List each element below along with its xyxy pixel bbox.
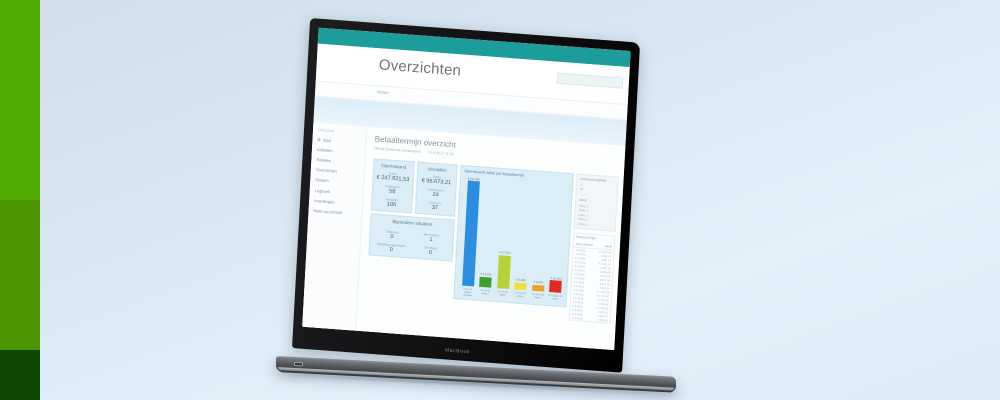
sidebar-item-label: Start bbox=[322, 137, 332, 143]
kpi-row: Openstaand Saldo € 247.821,53 Debiteuren… bbox=[370, 157, 458, 217]
sidebar-item-label: Naar uw portaal bbox=[313, 207, 343, 216]
chart-bar-group[interactable]: € 16.283 bbox=[548, 182, 569, 293]
chart-x-tick-label: 151 dagen en ouder bbox=[547, 293, 563, 301]
column-header-date: Factuurdatum bbox=[575, 241, 594, 248]
kpi-value: € 247.821,53 bbox=[376, 174, 410, 184]
home-icon bbox=[317, 137, 321, 141]
chart-bar[interactable] bbox=[496, 255, 511, 289]
right-rail: Achterstandsfilter 1 All Meer Optie 1 Op… bbox=[568, 173, 619, 324]
chart-x-tick-label: 91 t/m 120 dagen bbox=[514, 290, 526, 298]
kpi-column: Openstaand Saldo € 247.821,53 Debiteuren… bbox=[368, 157, 458, 262]
usb-port-icon bbox=[294, 361, 303, 367]
kpi-value: € 95.673,21 bbox=[421, 177, 452, 187]
bar-chart-panel[interactable]: Openstaand saldo per betaaltermijn € 152… bbox=[453, 164, 574, 307]
cell-amount: € 553,19 bbox=[597, 318, 608, 322]
sidebar-item-label: Zoeken bbox=[315, 177, 329, 184]
chart-x-tick-label: 121 t/m 150 dagen bbox=[531, 292, 545, 299]
invoice-table-body: 2-3-2016 € 1.572,40 2-3-2016 € 591,02 2-3-20… bbox=[570, 248, 614, 323]
sidebar-item-label: Logboek bbox=[314, 187, 331, 194]
search-input[interactable] bbox=[556, 72, 624, 89]
special-item: Oninbaar 0 bbox=[411, 241, 451, 257]
sidebar-item-label: Instellingen bbox=[314, 197, 335, 205]
left-accent-bar bbox=[0, 0, 40, 400]
app-body: Overzicht Start Artikelen Relaties Overz… bbox=[302, 122, 626, 351]
special-item: Betalingsregelingen 0 bbox=[372, 239, 412, 255]
chart-bar[interactable] bbox=[479, 276, 492, 288]
kpi-card-title: Openstaand bbox=[380, 162, 407, 170]
chart-bar[interactable] bbox=[461, 180, 480, 286]
kpi-value: 37 bbox=[431, 204, 439, 212]
cell-date: 2-3-2016 bbox=[571, 316, 583, 321]
sidebar-item-label: Artikelen bbox=[316, 146, 333, 153]
laptop-screen: Overzichten Home Overzicht Start Artikel… bbox=[302, 27, 631, 351]
kpi-value: 106 bbox=[386, 201, 397, 209]
special-situations-grid: Disputen 0 Ter incasso 1 Betalingsregeli… bbox=[372, 226, 451, 258]
laptop-lid: Overzichten Home Overzicht Start Artikel… bbox=[292, 18, 641, 373]
chart-plot-area: € 152.960 € 14.331 € 47.513 € 9.860 € 8.643 €… bbox=[460, 176, 569, 293]
kpi-value: 58 bbox=[388, 188, 396, 196]
laptop-device: Overzichten Home Overzicht Start Artikel… bbox=[276, 18, 702, 398]
kpi-card-openstaand[interactable]: Openstaand Saldo € 247.821,53 Debiteuren… bbox=[370, 157, 415, 214]
report-meta-right: 18-8-2017 11:32 bbox=[427, 149, 454, 156]
dashboard-grid: Openstaand Saldo € 247.821,53 Debiteuren… bbox=[366, 157, 619, 324]
sidebar-item-label: Relaties bbox=[316, 157, 332, 164]
main-content: Betaaltermijn overzicht Meest betalende … bbox=[354, 127, 626, 350]
accent-bar-segment-bottom bbox=[0, 350, 40, 400]
kpi-card-bijzondere-situaties[interactable]: Bijzondere situaties Disputen 0 Ter inca… bbox=[368, 213, 455, 262]
sidebar-item-label: Overzichten bbox=[315, 167, 338, 174]
report-meta-left: Meest betalende achterstand bbox=[374, 145, 421, 154]
kpi-card-vervallen[interactable]: Vervallen Saldo € 95.673,21 Debiteuren 2… bbox=[414, 161, 458, 217]
column-header-amount: Saldo bbox=[604, 243, 612, 249]
page-title: Overzichten bbox=[378, 56, 462, 80]
chart-x-tick-label: 31 t/m 60 dagen bbox=[480, 288, 491, 295]
invoice-table[interactable]: Facturen lijst Factuurdatum Saldo 2-3-20… bbox=[568, 232, 616, 324]
chart-bar[interactable] bbox=[531, 284, 545, 292]
kpi-value: 24 bbox=[432, 191, 439, 199]
breadcrumb[interactable]: Home bbox=[377, 89, 389, 96]
chart-bar[interactable] bbox=[549, 280, 563, 293]
chart-x-tick-label: 0 t/m 30 dagen vervallen bbox=[462, 287, 473, 297]
chart-bar[interactable] bbox=[514, 282, 527, 290]
chart-x-tick-label: 61 t/m 90 dagen bbox=[497, 289, 508, 297]
kpi-card-title: Vervallen bbox=[427, 165, 447, 173]
accent-bar-segment-top bbox=[0, 0, 40, 200]
accent-bar-segment-middle bbox=[0, 200, 40, 350]
filter-panel[interactable]: Achterstandsfilter 1 All Meer Optie 1 Op… bbox=[573, 173, 619, 232]
